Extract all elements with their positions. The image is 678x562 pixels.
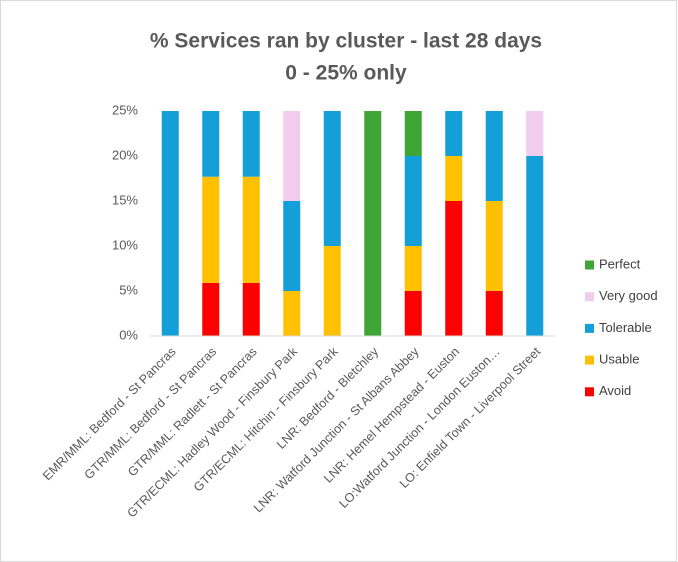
legend-swatch [585,323,594,333]
bar-segment [242,111,260,177]
y-tick-label: 15% [112,192,138,207]
bar-segment [445,201,463,336]
legend-swatch [585,387,594,397]
y-tick-label: 0% [119,327,138,342]
bar-segment [283,201,301,291]
bar-segment [485,111,503,201]
bar-segment [202,111,220,177]
bar-segment [404,246,422,291]
bar-segment [404,291,422,336]
bar-segment [526,156,544,336]
legend-swatch [585,260,594,270]
chart-title: % Services ran by cluster - last 28 days [150,30,542,53]
y-tick-label: 25% [112,102,138,117]
legend-label: Usable [599,352,639,367]
bar-segment [445,111,463,156]
bar-segment [242,282,260,336]
bar-segment [485,291,503,336]
legend-swatch [585,292,594,302]
y-tick-label: 10% [112,237,138,252]
bar-segment [485,201,503,291]
bar-segment [283,291,301,336]
legend-swatch [585,355,594,365]
bar-segment [404,111,422,156]
legend-label: Perfect [599,256,641,271]
bar-segment [202,282,220,336]
y-tick-label: 20% [112,147,138,162]
y-tick-label: 5% [119,282,138,297]
bar-segment [283,111,301,201]
chart-subtitle: 0 - 25% only [285,62,407,85]
bar-segment [526,111,544,156]
plot-area [161,111,544,336]
bar-segment [242,176,260,283]
bar-segment [323,111,341,246]
bar-segment [364,111,382,336]
legend-label: Avoid [599,383,631,398]
bar-segment [445,156,463,201]
bar-segment [404,156,422,246]
legend-label: Very good [599,288,658,303]
bar-segment [161,111,179,336]
bar-segment [202,176,220,283]
bar-segment [323,246,341,336]
legend-label: Tolerable [599,320,652,335]
